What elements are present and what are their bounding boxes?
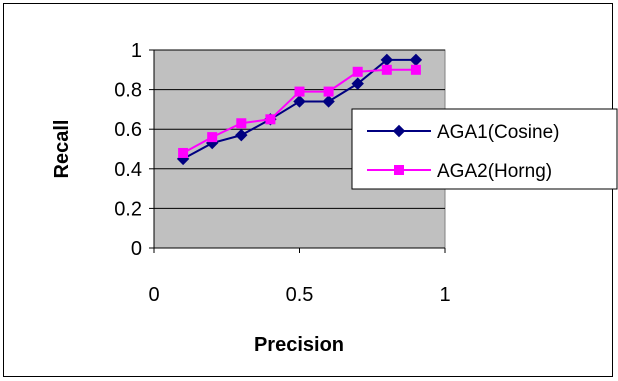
y-tick-label: 0 bbox=[131, 238, 142, 260]
series-2 bbox=[178, 64, 421, 158]
marker-square bbox=[323, 86, 334, 97]
x-tick-label: 0.5 bbox=[286, 284, 314, 306]
marker-diamond bbox=[322, 95, 335, 108]
y-tick-label: 0.2 bbox=[114, 198, 142, 220]
legend-label: AGA2(Horng) bbox=[437, 161, 552, 182]
marker-square bbox=[352, 66, 363, 77]
legend-label: AGA1(Cosine) bbox=[437, 122, 560, 143]
series-group bbox=[176, 53, 423, 166]
marker-diamond bbox=[392, 124, 406, 138]
marker-square bbox=[178, 147, 189, 158]
marker-square bbox=[410, 64, 421, 75]
y-tick-label: 0.4 bbox=[114, 159, 142, 181]
tick-labels: 0 0.2 0.4 0.6 0.8 1 0 0.5 1 bbox=[114, 40, 450, 306]
y-axis-label: Recall bbox=[51, 120, 73, 179]
marker-diamond bbox=[235, 128, 248, 142]
marker-square bbox=[236, 118, 247, 129]
marker-square bbox=[265, 114, 276, 125]
y-tick-label: 1 bbox=[131, 40, 142, 62]
y-tick-label: 0.6 bbox=[114, 119, 142, 141]
legend-box bbox=[351, 108, 618, 190]
marker-diamond bbox=[293, 95, 306, 108]
gridlines bbox=[154, 49, 445, 209]
legend: AGA1(Cosine) AGA2(Horng) bbox=[351, 108, 618, 190]
x-tick-label: 0 bbox=[148, 284, 159, 306]
y-tick-label: 0.8 bbox=[114, 80, 142, 102]
marker-square bbox=[381, 64, 392, 75]
marker-square bbox=[294, 86, 305, 97]
x-tick-label: 1 bbox=[439, 284, 450, 306]
marker-square bbox=[394, 165, 404, 175]
marker-square bbox=[207, 132, 218, 143]
axes bbox=[149, 49, 446, 253]
marker-diamond bbox=[351, 77, 364, 90]
x-axis-label: Precision bbox=[254, 334, 344, 356]
